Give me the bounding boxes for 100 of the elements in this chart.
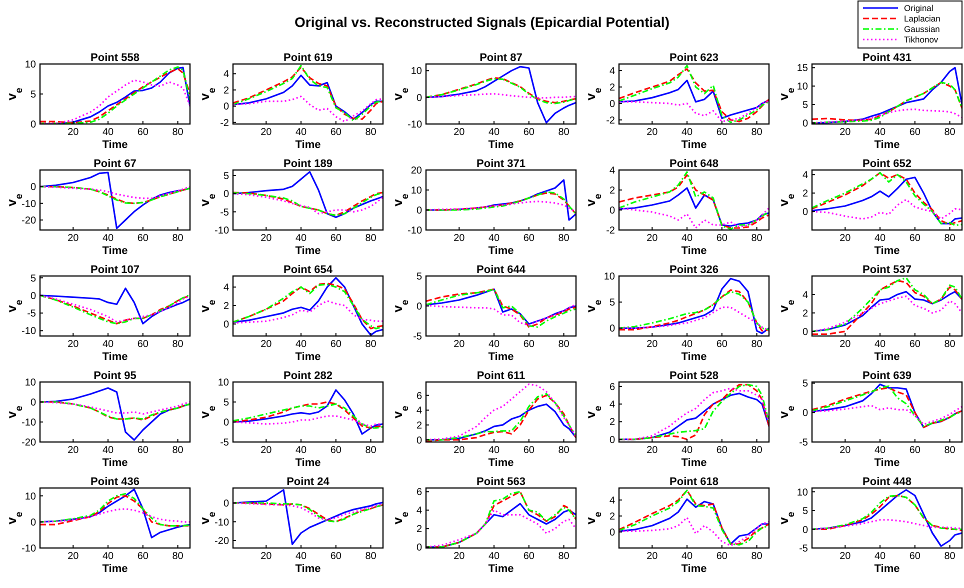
x-axis-title: Time [874,351,900,363]
line-series [233,96,383,122]
x-tick-label: 20 [260,127,272,138]
x-tick-label: 40 [681,127,694,138]
x-tick-label: 20 [68,551,80,562]
chart-title: Point 652 [862,158,912,170]
chart-title: Point 611 [476,370,526,382]
y-tick-label: -5 [413,332,422,342]
x-tick-label: 80 [172,339,184,350]
y-tick-label: 2 [223,301,230,312]
y-tick-label: 2 [609,417,616,428]
y-tick-label: 4 [609,400,616,411]
y-tick-label: 15 [796,63,808,74]
x-axis-title: Time [874,245,900,257]
x-tick-label: 40 [874,339,886,350]
y-tick-label: 10 [24,60,36,70]
x-tick-label: 40 [681,445,694,456]
x-tick-label: 40 [102,551,114,562]
x-tick-label: 60 [330,339,342,350]
y-tick-label: 6 [416,390,422,402]
y-tick-label: 0 [30,182,36,194]
x-tick-label: 20 [454,445,466,456]
x-tick-label: 60 [523,445,535,456]
x-tick-label: 80 [944,127,956,138]
x-tick-label: 40 [102,233,114,244]
line-series [40,288,190,324]
line-series [619,80,769,120]
y-tick-label: 0 [609,206,616,216]
line-series [426,383,576,441]
x-tick-label: 20 [840,339,852,350]
x-tick-label: 40 [681,233,694,244]
x-tick-label: 60 [716,127,728,138]
x-tick-label: 40 [874,551,886,562]
x-tick-label: 60 [716,551,728,562]
chart-title: Point 623 [670,52,718,64]
chart-title: Point 87 [480,52,522,64]
y-tick-label: 0 [609,98,616,110]
y-tick-label: 2 [416,524,422,536]
x-tick-label: 60 [909,339,921,350]
y-tick-label: 4 [416,406,422,417]
x-axis-title: Time [488,457,514,469]
x-tick-label: 40 [295,445,308,456]
chart-title: Point 528 [670,370,718,382]
x-tick-label: 80 [172,445,184,456]
line-series [812,519,962,530]
x-tick-label: 60 [137,551,149,562]
x-axis-title: Time [681,351,707,363]
x-axis-title: Time [488,139,514,151]
x-tick-label: 80 [365,445,377,456]
line-series [40,508,190,523]
y-tick-label: 5 [802,506,808,517]
y-tick-label: 0 [416,542,422,554]
y-tick-label: 5 [223,398,230,408]
y-tick-label: 0 [223,498,230,510]
x-tick-label: 80 [365,339,377,350]
x-tick-label: 20 [454,339,466,350]
x-tick-label: 40 [874,127,886,138]
y-tick-label: -20 [22,216,36,226]
line-series [233,171,383,218]
y-tick-label: 5 [609,298,616,309]
legend-label: Gaussian [904,24,940,34]
x-tick-label: 40 [488,445,500,456]
y-tick-label: 10 [24,378,36,388]
y-tick-label: 0 [802,118,808,130]
y-tick-label: -10 [214,226,230,236]
y-tick-label: 0 [416,92,422,104]
chart-title: Point 282 [284,370,332,382]
x-axis-title: Time [102,351,128,363]
y-tick-label: 5 [30,90,36,100]
x-tick-label: 80 [558,233,570,244]
y-tick-label: 10 [604,272,616,282]
y-tick-label: -5 [27,308,36,320]
line-series [812,489,962,547]
x-axis-title: Time [874,139,900,151]
x-axis-title: Time [295,245,321,257]
y-tick-label: 4 [802,170,808,182]
x-tick-label: 20 [840,233,852,244]
y-tick-label: 0 [223,189,230,200]
y-tick-label: 10 [24,491,36,502]
y-tick-label: 2 [223,85,230,96]
chart-title: Point 654 [284,264,334,276]
line-series [40,186,190,204]
x-tick-label: 20 [840,445,852,456]
line-series [426,200,576,213]
chart-title: Point 189 [284,158,332,170]
x-tick-label: 80 [944,339,956,350]
x-tick-label: 20 [68,445,80,456]
x-axis-title: Time [488,245,514,257]
chart-title: Point 619 [284,52,332,64]
y-tick-label: 5 [802,100,808,111]
y-tick-label: 0 [802,524,808,536]
y-tick-label: -20 [214,536,230,547]
y-tick-label: 0 [802,326,808,338]
x-tick-label: 20 [646,127,658,138]
line-series [619,278,769,334]
x-tick-label: 60 [716,445,728,456]
x-tick-label: 40 [295,339,308,350]
x-tick-label: 60 [330,445,342,456]
line-series [619,187,769,227]
x-tick-label: 80 [365,551,377,562]
